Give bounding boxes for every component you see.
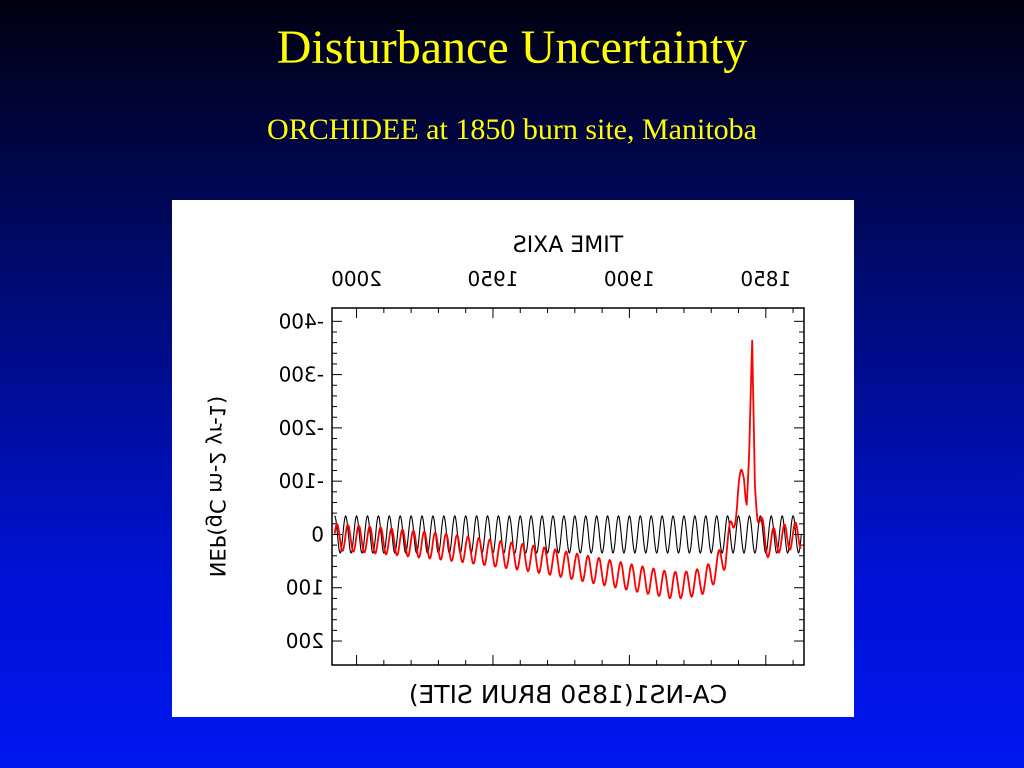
y-tick-label: -100 [279,469,324,493]
y-tick-label: -200 [279,416,324,440]
mirrored-plot-group: -400 -300 -200 -100 0 100 200 1850 1900 1950 2000 T… [205,233,805,709]
slide-subtitle: ORCHIDEE at 1850 burn site, Manitoba [267,113,757,146]
plot-frame [331,307,805,666]
slide-title: Disturbance Uncertainty [276,21,748,74]
chart-panel: -400 -300 -200 -100 0 100 200 1850 1900 1950 2000 T… [172,200,854,717]
x-tick-label: 1900 [604,267,655,291]
y-tick-label: -300 [279,363,324,387]
y-axis-label: NEP(gC m-2 yr-1) [205,396,229,577]
y-tick-label: 0 [311,522,324,546]
y-tick-label: 100 [286,576,324,600]
nep-time-series-chart: -400 -300 -200 -100 0 100 200 1850 1900 1950 2000 T… [205,233,805,709]
x-tick-label: 1850 [740,267,791,291]
x-tick-label: 2000 [331,267,382,291]
y-tick-label: 200 [286,629,324,653]
series-line-reference [334,515,802,554]
top-axis-label: TIME AXIS [513,233,624,258]
x-tick-label: 1950 [468,267,519,291]
y-tick-label: -400 [279,309,324,333]
chart-title: CA-NS1(1850 BRUN SITE) [409,680,727,709]
series-line-model [333,339,802,600]
